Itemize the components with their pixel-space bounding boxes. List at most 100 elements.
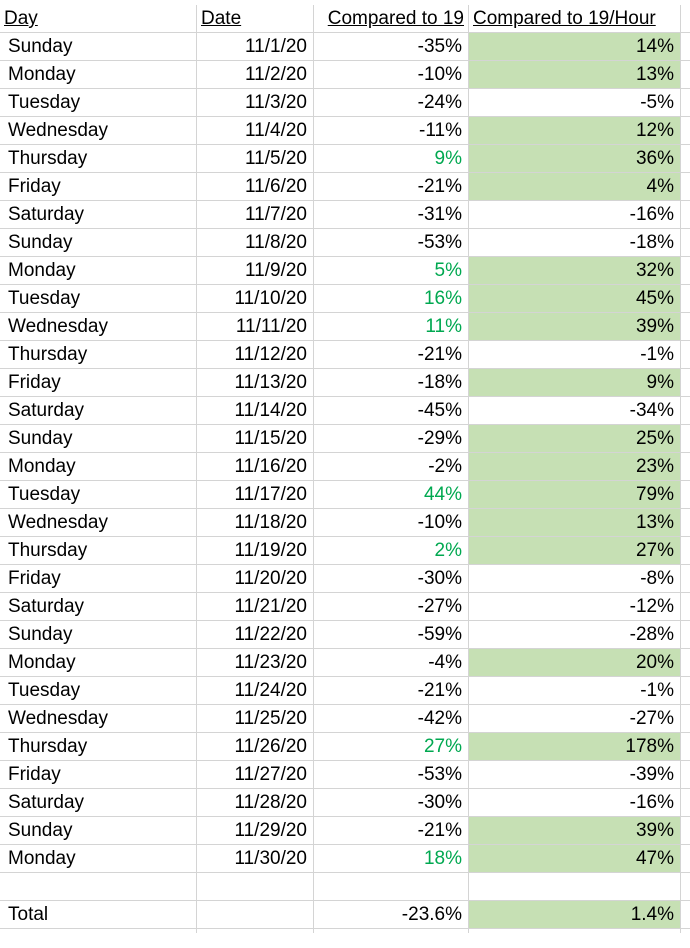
grid-cell[interactable] <box>681 201 690 229</box>
date-cell[interactable]: 11/19/20 <box>197 537 314 565</box>
grid-cell[interactable] <box>681 453 690 481</box>
grid-cell[interactable] <box>681 369 690 397</box>
compared-to-19-hour-cell[interactable]: -8% <box>469 565 681 593</box>
day-cell[interactable]: Tuesday <box>0 285 197 313</box>
compared-to-19-hour-cell[interactable]: 14% <box>469 33 681 61</box>
empty-cell[interactable] <box>681 929 690 933</box>
header-day[interactable]: Day <box>0 5 197 33</box>
compared-to-19-cell[interactable]: -42% <box>314 705 469 733</box>
day-cell[interactable]: Wednesday <box>0 117 197 145</box>
day-cell[interactable]: Saturday <box>0 397 197 425</box>
compared-to-19-hour-cell[interactable]: 9% <box>469 369 681 397</box>
grid-cell[interactable] <box>681 313 690 341</box>
grid-cell[interactable] <box>681 789 690 817</box>
compared-to-19-cell[interactable]: 9% <box>314 145 469 173</box>
date-cell[interactable]: 11/23/20 <box>197 649 314 677</box>
grid-cell[interactable] <box>681 761 690 789</box>
compared-to-19-hour-cell[interactable]: 45% <box>469 285 681 313</box>
date-cell[interactable]: 11/14/20 <box>197 397 314 425</box>
compared-to-19-hour-cell[interactable]: 13% <box>469 61 681 89</box>
grid-cell[interactable] <box>681 481 690 509</box>
empty-cell[interactable] <box>197 929 314 933</box>
compared-to-19-cell[interactable]: -4% <box>314 649 469 677</box>
date-cell[interactable]: 11/12/20 <box>197 341 314 369</box>
day-cell[interactable]: Sunday <box>0 621 197 649</box>
compared-to-19-cell[interactable]: -23.6% <box>314 901 469 929</box>
empty-cell[interactable] <box>314 873 469 901</box>
grid-cell[interactable] <box>681 649 690 677</box>
day-cell[interactable]: Friday <box>0 761 197 789</box>
compared-to-19-cell[interactable]: -21% <box>314 677 469 705</box>
day-cell[interactable]: Monday <box>0 845 197 873</box>
grid-cell[interactable] <box>681 117 690 145</box>
compared-to-19-cell[interactable]: -30% <box>314 789 469 817</box>
date-cell[interactable]: 11/2/20 <box>197 61 314 89</box>
date-cell[interactable]: 11/17/20 <box>197 481 314 509</box>
grid-cell[interactable] <box>681 89 690 117</box>
compared-to-19-cell[interactable]: -45% <box>314 397 469 425</box>
date-cell[interactable]: 11/1/20 <box>197 33 314 61</box>
grid-cell[interactable] <box>681 705 690 733</box>
date-cell[interactable]: 11/4/20 <box>197 117 314 145</box>
grid-cell[interactable] <box>681 341 690 369</box>
day-cell[interactable]: Saturday <box>0 201 197 229</box>
compared-to-19-hour-cell[interactable]: -12% <box>469 593 681 621</box>
header-compared-to-19-hour[interactable]: Compared to 19/Hour <box>469 5 681 33</box>
compared-to-19-hour-cell[interactable]: -5% <box>469 89 681 117</box>
day-cell[interactable]: Sunday <box>0 229 197 257</box>
compared-to-19-hour-cell[interactable]: 79% <box>469 481 681 509</box>
compared-to-19-cell[interactable]: 16% <box>314 285 469 313</box>
day-cell[interactable]: Sunday <box>0 817 197 845</box>
day-cell[interactable]: Thursday <box>0 733 197 761</box>
compared-to-19-hour-cell[interactable]: -1% <box>469 677 681 705</box>
date-cell[interactable]: 11/27/20 <box>197 761 314 789</box>
compared-to-19-cell[interactable]: -21% <box>314 341 469 369</box>
grid-cell[interactable] <box>681 537 690 565</box>
grid-cell[interactable] <box>681 425 690 453</box>
compared-to-19-hour-cell[interactable]: 13% <box>469 509 681 537</box>
header-date[interactable]: Date <box>197 5 314 33</box>
compared-to-19-cell[interactable]: -35% <box>314 33 469 61</box>
compared-to-19-hour-cell[interactable]: -34% <box>469 397 681 425</box>
compared-to-19-cell[interactable]: 27% <box>314 733 469 761</box>
header-compared-to-19[interactable]: Compared to 19 <box>314 5 469 33</box>
date-cell[interactable]: 11/22/20 <box>197 621 314 649</box>
grid-cell[interactable] <box>681 733 690 761</box>
day-cell[interactable]: Saturday <box>0 789 197 817</box>
compared-to-19-hour-cell[interactable]: 20% <box>469 649 681 677</box>
grid-cell[interactable] <box>681 5 690 33</box>
compared-to-19-cell[interactable]: -21% <box>314 817 469 845</box>
compared-to-19-hour-cell[interactable]: -16% <box>469 789 681 817</box>
day-cell[interactable]: Tuesday <box>0 677 197 705</box>
compared-to-19-cell[interactable]: -18% <box>314 369 469 397</box>
compared-to-19-cell[interactable]: -53% <box>314 761 469 789</box>
compared-to-19-cell[interactable]: -10% <box>314 509 469 537</box>
compared-to-19-hour-cell[interactable]: -28% <box>469 621 681 649</box>
grid-cell[interactable] <box>681 621 690 649</box>
date-cell[interactable]: 11/18/20 <box>197 509 314 537</box>
day-cell[interactable]: Wednesday <box>0 509 197 537</box>
compared-to-19-hour-cell[interactable]: 23% <box>469 453 681 481</box>
day-cell[interactable]: Tuesday <box>0 481 197 509</box>
compared-to-19-cell[interactable]: -2% <box>314 453 469 481</box>
compared-to-19-hour-cell[interactable]: 39% <box>469 817 681 845</box>
date-cell[interactable]: 11/21/20 <box>197 593 314 621</box>
day-cell[interactable]: Monday <box>0 61 197 89</box>
compared-to-19-cell[interactable]: 2% <box>314 537 469 565</box>
date-cell[interactable]: 11/15/20 <box>197 425 314 453</box>
day-cell[interactable]: Thursday <box>0 537 197 565</box>
empty-cell[interactable] <box>681 873 690 901</box>
compared-to-19-hour-cell[interactable]: -27% <box>469 705 681 733</box>
compared-to-19-hour-cell[interactable]: -1% <box>469 341 681 369</box>
date-cell[interactable]: 11/29/20 <box>197 817 314 845</box>
grid-cell[interactable] <box>681 509 690 537</box>
empty-cell[interactable] <box>0 873 197 901</box>
grid-cell[interactable] <box>681 677 690 705</box>
compared-to-19-cell[interactable]: -53% <box>314 229 469 257</box>
compared-to-19-cell[interactable]: 18% <box>314 845 469 873</box>
compared-to-19-cell[interactable]: 44% <box>314 481 469 509</box>
grid-cell[interactable] <box>681 397 690 425</box>
day-cell[interactable]: Thursday <box>0 145 197 173</box>
compared-to-19-hour-cell[interactable]: 47% <box>469 845 681 873</box>
compared-to-19-cell[interactable]: -31% <box>314 201 469 229</box>
